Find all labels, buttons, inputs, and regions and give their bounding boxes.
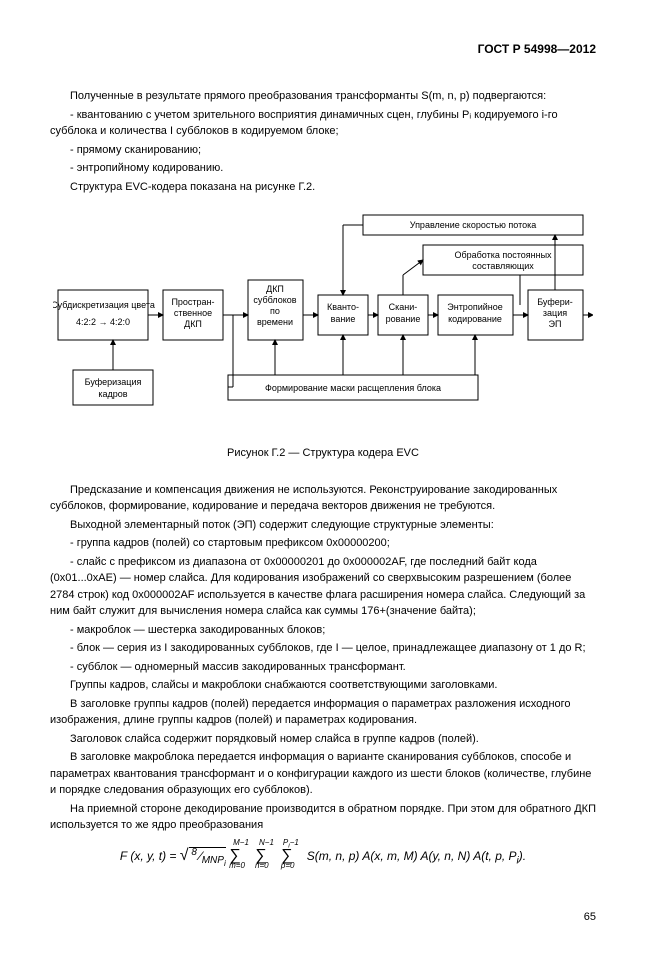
para-13: Группы кадров, слайсы и макроблоки снабж…: [50, 677, 596, 694]
para-3: - прямому сканированию;: [50, 142, 596, 159]
para-4: - энтропийному кодированию.: [50, 160, 596, 177]
para-17: На приемной стороне декодирование произв…: [50, 801, 596, 834]
box-scan-2: рование: [386, 314, 421, 324]
box-tdct-1: ДКП: [266, 284, 284, 294]
box-subsamp-2: 4:2:2 → 4:2:0: [76, 317, 130, 327]
box-buf-1: Буфери-: [537, 297, 573, 307]
box-dc-proc-2: составляющих: [472, 261, 534, 271]
box-dc-proc-1: Обработка постоянных: [454, 250, 552, 260]
box-tdct-2: субблоков: [253, 295, 296, 305]
page-header: ГОСТ Р 54998—2012: [50, 40, 596, 58]
para-2: - квантованию с учетом зрительного воспр…: [50, 107, 596, 140]
box-sdct-1: Простран-: [171, 297, 214, 307]
para-15: Заголовок слайса содержит порядковый ном…: [50, 731, 596, 748]
box-quant-2: вание: [331, 314, 356, 324]
box-tdct-3: по: [270, 306, 280, 316]
box-quant-1: Кванто-: [327, 302, 359, 312]
box-tdct-4: времени: [257, 317, 293, 327]
para-6: Предсказание и компенсация движения не и…: [50, 482, 596, 515]
page-number: 65: [50, 909, 596, 926]
box-buf-3: ЭП: [549, 319, 562, 329]
para-9: - слайс с префиксом из диапазона от 0x00…: [50, 554, 596, 620]
formula: F (x, y, t) = √ 8 ⁄MNPi M−1∑m=0 N−1∑n=0 …: [50, 844, 596, 870]
evc-diagram: Управление скоростью потока Обработка по…: [53, 210, 593, 430]
box-entropy-1: Энтропийное: [447, 302, 502, 312]
box-fbuf-2: кадров: [98, 389, 127, 399]
para-11: - блок — серия из I закодированных суббл…: [50, 640, 596, 657]
para-10: - макроблок — шестерка закодированных бл…: [50, 622, 596, 639]
para-7: Выходной элементарный поток (ЭП) содержи…: [50, 517, 596, 534]
box-subsamp-1: Субдискретизация цвета: [53, 300, 155, 310]
box-sdct-3: ДКП: [184, 319, 202, 329]
para-16: В заголовке макроблока передается информ…: [50, 749, 596, 799]
box-buf-2: зация: [543, 308, 567, 318]
para-1: Полученные в результате прямого преобраз…: [50, 88, 596, 105]
box-rate-control: Управление скоростью потока: [410, 220, 537, 230]
box-mask: Формирование маски расщепления блока: [265, 383, 441, 393]
para-14: В заголовке группы кадров (полей) переда…: [50, 696, 596, 729]
para-8: - группа кадров (полей) со стартовым пре…: [50, 535, 596, 552]
para-12: - субблок — одномерный массив закодирова…: [50, 659, 596, 676]
figure-caption: Рисунок Г.2 — Структура кодера EVC: [50, 445, 596, 462]
box-entropy-2: кодирование: [448, 314, 502, 324]
para-5: Структура EVC-кодера показана на рисунке…: [50, 179, 596, 196]
box-scan-1: Скани-: [389, 302, 418, 312]
box-fbuf-1: Буферизация: [85, 377, 142, 387]
box-sdct-2: ственное: [174, 308, 212, 318]
